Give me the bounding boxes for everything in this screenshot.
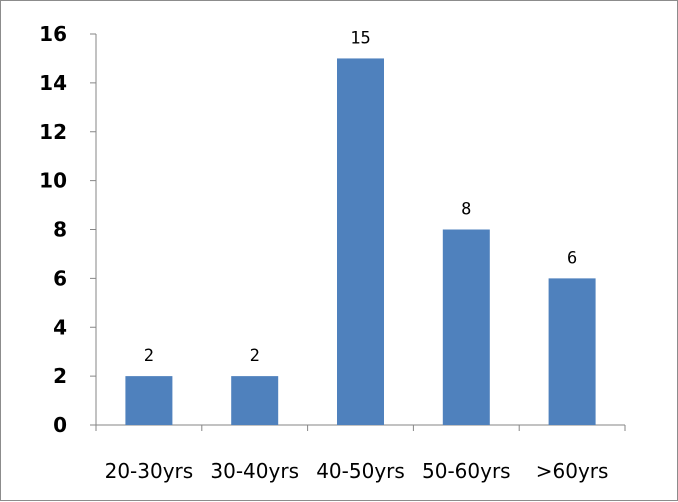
y-tick-label: 4 [53, 315, 67, 339]
y-tick-label: 12 [39, 120, 67, 144]
bar [548, 278, 596, 425]
data-label: 2 [144, 346, 154, 366]
x-tick-label: 20-30yrs [105, 459, 194, 483]
bar [442, 229, 490, 425]
y-tick-label: 16 [39, 22, 67, 46]
data-label: 6 [567, 248, 577, 268]
y-tick-label: 10 [39, 169, 67, 193]
data-label: 8 [461, 200, 471, 220]
bar [337, 58, 384, 425]
y-tick-label: 0 [53, 413, 67, 437]
x-axis: 20-30yrs 30-40yrs 40-50yrs 50-60yrs >60yrs [95, 424, 626, 483]
x-tick-label: >60yrs [536, 459, 609, 483]
y-tick-label: 8 [53, 218, 67, 242]
data-label: 2 [250, 346, 260, 366]
x-tick-label: 50-60yrs [422, 459, 511, 483]
y-tick-label: 6 [53, 266, 67, 290]
y-tick-label: 2 [53, 364, 67, 388]
y-axis: 0 2 4 6 8 10 12 14 16 [39, 22, 97, 437]
x-tick-label: 40-50yrs [316, 459, 405, 483]
bar [231, 376, 279, 425]
x-tick-label: 30-40yrs [210, 459, 299, 483]
bars [125, 58, 596, 425]
y-tick-label: 14 [39, 71, 67, 95]
bar [125, 376, 173, 425]
data-label: 15 [350, 28, 370, 48]
